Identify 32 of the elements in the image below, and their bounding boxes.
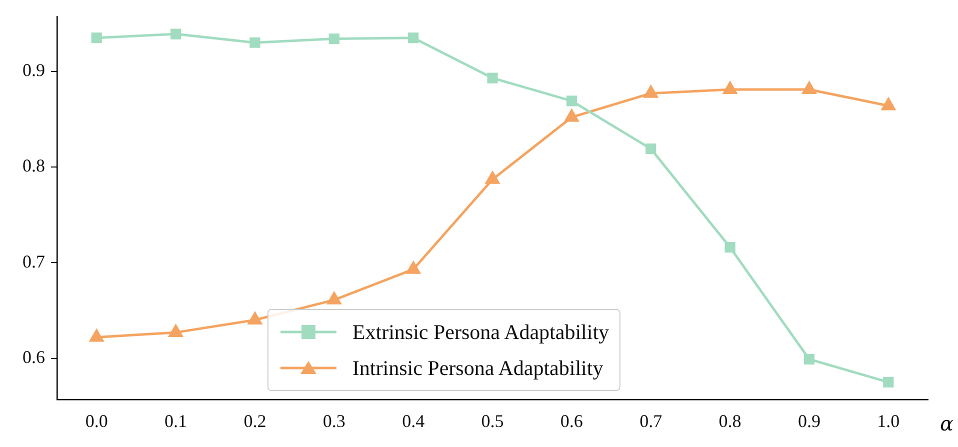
x-tick-label: 0.7 <box>640 410 662 431</box>
x-tick-label: 0.9 <box>798 410 820 431</box>
x-axis-title: α <box>940 412 954 436</box>
x-tick-label: 0.6 <box>560 410 583 431</box>
point <box>326 290 342 304</box>
point <box>646 143 656 154</box>
point <box>247 311 263 325</box>
x-tick-label: 1.0 <box>877 410 900 431</box>
y-tick-label: 0.8 <box>22 156 45 176</box>
y-tick-label: 0.6 <box>22 347 45 368</box>
point <box>91 32 102 44</box>
point <box>406 260 422 274</box>
point <box>168 323 184 337</box>
point <box>566 96 577 106</box>
x-tick-label: 0.5 <box>481 410 504 431</box>
y-tick-label: 0.9 <box>22 60 45 80</box>
x-tick-label: 0.2 <box>244 410 266 431</box>
point <box>88 328 104 342</box>
x-tick-label: 0.0 <box>85 410 108 431</box>
legend-label: Intrinsic Persona Adaptability <box>352 356 604 380</box>
x-tick-label: 0.8 <box>718 410 742 431</box>
point <box>170 28 182 40</box>
point <box>408 32 419 44</box>
point <box>328 33 340 44</box>
point <box>484 170 500 184</box>
point <box>487 72 498 84</box>
legend-label: Extrinsic Persona Adaptability <box>352 320 610 344</box>
x-tick-label: 0.3 <box>322 410 346 431</box>
x-tick-label: 0.1 <box>164 410 188 431</box>
y-tick-label: 0.7 <box>22 251 45 272</box>
point <box>250 37 260 48</box>
x-tick-label: 0.4 <box>402 410 425 431</box>
